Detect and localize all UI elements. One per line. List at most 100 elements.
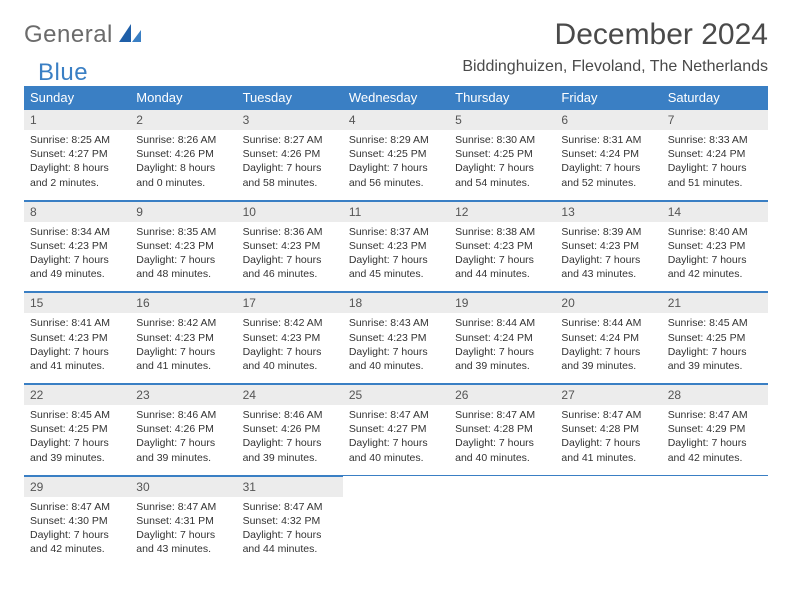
- sunset-text: Sunset: 4:26 PM: [136, 422, 230, 436]
- sunrise-text: Sunrise: 8:42 AM: [136, 316, 230, 330]
- calendar-cell: 12Sunrise: 8:38 AMSunset: 4:23 PMDayligh…: [449, 200, 555, 292]
- day-number: 27: [555, 384, 661, 405]
- sunset-text: Sunset: 4:23 PM: [243, 331, 337, 345]
- location: Biddinghuizen, Flevoland, The Netherland…: [462, 58, 768, 76]
- daylight-text: Daylight: 7 hours and 39 minutes.: [561, 345, 655, 373]
- day-details: Sunrise: 8:35 AMSunset: 4:23 PMDaylight:…: [130, 222, 236, 292]
- daylight-text: Daylight: 7 hours and 48 minutes.: [136, 253, 230, 281]
- sunset-text: Sunset: 4:32 PM: [243, 514, 337, 528]
- day-number: 22: [24, 384, 130, 405]
- sunrise-text: Sunrise: 8:47 AM: [30, 500, 124, 514]
- day-details: Sunrise: 8:47 AMSunset: 4:30 PMDaylight:…: [24, 497, 130, 567]
- day-details: Sunrise: 8:25 AMSunset: 4:27 PMDaylight:…: [24, 130, 130, 200]
- calendar-cell: 7Sunrise: 8:33 AMSunset: 4:24 PMDaylight…: [662, 109, 768, 200]
- sunset-text: Sunset: 4:23 PM: [561, 239, 655, 253]
- calendar-cell: 19Sunrise: 8:44 AMSunset: 4:24 PMDayligh…: [449, 292, 555, 384]
- day-number: 30: [130, 476, 236, 497]
- calendar-cell: 21Sunrise: 8:45 AMSunset: 4:25 PMDayligh…: [662, 292, 768, 384]
- sunrise-text: Sunrise: 8:47 AM: [349, 408, 443, 422]
- sunset-text: Sunset: 4:27 PM: [349, 422, 443, 436]
- calendar-cell: [662, 475, 768, 566]
- calendar-cell: 1Sunrise: 8:25 AMSunset: 4:27 PMDaylight…: [24, 109, 130, 200]
- daylight-text: Daylight: 7 hours and 46 minutes.: [243, 253, 337, 281]
- day-number: 13: [555, 201, 661, 222]
- day-details: Sunrise: 8:46 AMSunset: 4:26 PMDaylight:…: [237, 405, 343, 475]
- calendar-cell: 31Sunrise: 8:47 AMSunset: 4:32 PMDayligh…: [237, 475, 343, 566]
- day-number: 10: [237, 201, 343, 222]
- day-details: Sunrise: 8:33 AMSunset: 4:24 PMDaylight:…: [662, 130, 768, 200]
- sunrise-text: Sunrise: 8:45 AM: [668, 316, 762, 330]
- day-details: Sunrise: 8:47 AMSunset: 4:28 PMDaylight:…: [555, 405, 661, 475]
- sail-icon: [119, 24, 141, 45]
- month-title: December 2024: [462, 18, 768, 52]
- day-details: Sunrise: 8:46 AMSunset: 4:26 PMDaylight:…: [130, 405, 236, 475]
- sunset-text: Sunset: 4:23 PM: [349, 239, 443, 253]
- calendar-body: 1Sunrise: 8:25 AMSunset: 4:27 PMDaylight…: [24, 109, 768, 566]
- day-number: 25: [343, 384, 449, 405]
- day-details: Sunrise: 8:26 AMSunset: 4:26 PMDaylight:…: [130, 130, 236, 200]
- sunrise-text: Sunrise: 8:44 AM: [455, 316, 549, 330]
- sunrise-text: Sunrise: 8:46 AM: [243, 408, 337, 422]
- sunrise-text: Sunrise: 8:47 AM: [243, 500, 337, 514]
- sunset-text: Sunset: 4:30 PM: [30, 514, 124, 528]
- day-number: 17: [237, 292, 343, 313]
- sunrise-text: Sunrise: 8:30 AM: [455, 133, 549, 147]
- day-number: 4: [343, 109, 449, 130]
- sunset-text: Sunset: 4:24 PM: [561, 147, 655, 161]
- calendar-week: 1Sunrise: 8:25 AMSunset: 4:27 PMDaylight…: [24, 109, 768, 200]
- sunrise-text: Sunrise: 8:38 AM: [455, 225, 549, 239]
- sunrise-text: Sunrise: 8:25 AM: [30, 133, 124, 147]
- day-number: 6: [555, 109, 661, 130]
- day-details: Sunrise: 8:42 AMSunset: 4:23 PMDaylight:…: [237, 313, 343, 383]
- calendar-cell: [449, 475, 555, 566]
- sunset-text: Sunset: 4:25 PM: [349, 147, 443, 161]
- day-number: 26: [449, 384, 555, 405]
- daylight-text: Daylight: 7 hours and 52 minutes.: [561, 161, 655, 189]
- sunrise-text: Sunrise: 8:29 AM: [349, 133, 443, 147]
- daylight-text: Daylight: 8 hours and 2 minutes.: [30, 161, 124, 189]
- day-details: Sunrise: 8:40 AMSunset: 4:23 PMDaylight:…: [662, 222, 768, 292]
- sunset-text: Sunset: 4:25 PM: [455, 147, 549, 161]
- day-details: Sunrise: 8:30 AMSunset: 4:25 PMDaylight:…: [449, 130, 555, 200]
- calendar-cell: 18Sunrise: 8:43 AMSunset: 4:23 PMDayligh…: [343, 292, 449, 384]
- daylight-text: Daylight: 7 hours and 42 minutes.: [668, 253, 762, 281]
- calendar-cell: 6Sunrise: 8:31 AMSunset: 4:24 PMDaylight…: [555, 109, 661, 200]
- sunset-text: Sunset: 4:23 PM: [243, 239, 337, 253]
- weekday-header: Sunday: [24, 86, 130, 109]
- calendar-table: Sunday Monday Tuesday Wednesday Thursday…: [24, 86, 768, 566]
- sunset-text: Sunset: 4:24 PM: [668, 147, 762, 161]
- day-number: 15: [24, 292, 130, 313]
- sunset-text: Sunset: 4:27 PM: [30, 147, 124, 161]
- day-number: 9: [130, 201, 236, 222]
- day-number: 5: [449, 109, 555, 130]
- sunrise-text: Sunrise: 8:35 AM: [136, 225, 230, 239]
- calendar-cell: 25 Sunrise: 8:47 AMSunset: 4:27 PMDayligh…: [343, 384, 449, 476]
- calendar-cell: 11Sunrise: 8:37 AMSunset: 4:23 PMDayligh…: [343, 200, 449, 292]
- daylight-text: Daylight: 7 hours and 39 minutes.: [455, 345, 549, 373]
- weekday-header: Tuesday: [237, 86, 343, 109]
- day-details: Sunrise: 8:47 AMSunset: 4:32 PMDaylight:…: [237, 497, 343, 567]
- calendar-cell: 22Sunrise: 8:45 AMSunset: 4:25 PMDayligh…: [24, 384, 130, 476]
- calendar-cell: 5Sunrise: 8:30 AMSunset: 4:25 PMDaylight…: [449, 109, 555, 200]
- sunrise-text: Sunrise: 8:37 AM: [349, 225, 443, 239]
- daylight-text: Daylight: 7 hours and 40 minutes.: [349, 436, 443, 464]
- day-details: Sunrise: 8:43 AMSunset: 4:23 PMDaylight:…: [343, 313, 449, 383]
- day-details: Sunrise: 8:47 AMSunset: 4:28 PMDaylight:…: [449, 405, 555, 475]
- calendar-cell: 23Sunrise: 8:46 AMSunset: 4:26 PMDayligh…: [130, 384, 236, 476]
- day-number: 1: [24, 109, 130, 130]
- daylight-text: Daylight: 7 hours and 41 minutes.: [136, 345, 230, 373]
- daylight-text: Daylight: 7 hours and 41 minutes.: [30, 345, 124, 373]
- calendar-week: 8Sunrise: 8:34 AMSunset: 4:23 PMDaylight…: [24, 200, 768, 292]
- calendar-cell: 16Sunrise: 8:42 AMSunset: 4:23 PMDayligh…: [130, 292, 236, 384]
- sunrise-text: Sunrise: 8:34 AM: [30, 225, 124, 239]
- day-number: 21: [662, 292, 768, 313]
- calendar-cell: 3Sunrise: 8:27 AMSunset: 4:26 PMDaylight…: [237, 109, 343, 200]
- sunset-text: Sunset: 4:26 PM: [243, 422, 337, 436]
- weekday-header: Saturday: [662, 86, 768, 109]
- day-details: Sunrise: 8:44 AMSunset: 4:24 PMDaylight:…: [449, 313, 555, 383]
- daylight-text: Daylight: 8 hours and 0 minutes.: [136, 161, 230, 189]
- day-details: Sunrise: 8:47 AMSunset: 4:29 PMDaylight:…: [662, 405, 768, 475]
- calendar-cell: 8Sunrise: 8:34 AMSunset: 4:23 PMDaylight…: [24, 200, 130, 292]
- sunset-text: Sunset: 4:29 PM: [668, 422, 762, 436]
- day-number: 24: [237, 384, 343, 405]
